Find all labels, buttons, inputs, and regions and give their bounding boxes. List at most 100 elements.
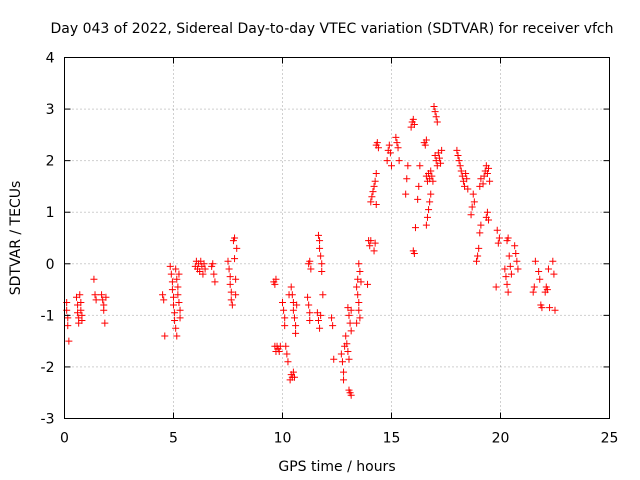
grid: [64, 57, 610, 419]
data-point: [343, 340, 351, 348]
data-point: [470, 198, 478, 206]
data-point: [374, 144, 382, 152]
data-point: [200, 260, 208, 268]
data-point: [330, 355, 338, 363]
data-point: [342, 332, 350, 340]
data-point: [513, 257, 521, 265]
x-tick-label: 20: [492, 431, 510, 447]
data-point: [402, 190, 410, 198]
data-point: [492, 283, 500, 291]
data-point: [369, 188, 377, 196]
data-point: [174, 283, 182, 291]
data-point: [477, 221, 485, 229]
data-point: [227, 288, 235, 296]
data-point: [232, 291, 240, 299]
data-point: [529, 288, 537, 296]
data-point: [453, 146, 461, 154]
data-point: [290, 373, 298, 381]
data-point: [172, 265, 180, 273]
data-point: [346, 319, 354, 327]
data-point: [288, 291, 296, 299]
data-point: [485, 164, 493, 172]
data-points: [63, 102, 559, 399]
data-point: [371, 239, 379, 247]
data-point: [467, 211, 475, 219]
data-point: [462, 170, 470, 178]
data-point: [168, 278, 176, 286]
data-point: [280, 306, 288, 314]
data-point: [64, 322, 72, 330]
data-point: [304, 293, 312, 301]
data-point: [426, 198, 434, 206]
data-point: [168, 286, 176, 294]
data-point: [287, 283, 295, 291]
data-point: [173, 275, 181, 283]
y-tick-label: 4: [46, 51, 55, 67]
data-point: [226, 280, 234, 288]
data-point: [438, 146, 446, 154]
data-point: [392, 133, 400, 141]
data-point: [289, 306, 297, 314]
data-point: [340, 368, 348, 376]
data-point: [77, 298, 85, 306]
data-point: [493, 226, 501, 234]
data-point: [421, 141, 429, 149]
data-point: [550, 270, 558, 278]
data-point: [469, 190, 477, 198]
data-point: [176, 306, 184, 314]
data-point: [170, 301, 177, 309]
data-point: [77, 306, 85, 314]
data-point: [283, 350, 291, 358]
data-point: [368, 193, 376, 201]
data-point: [476, 229, 484, 237]
data-point: [281, 314, 289, 322]
data-point: [383, 157, 391, 165]
data-point: [92, 296, 100, 304]
data-point: [307, 265, 315, 273]
data-point: [503, 280, 511, 288]
data-point: [231, 255, 239, 263]
data-point: [373, 139, 381, 147]
data-point: [211, 278, 219, 286]
data-point: [464, 185, 472, 193]
data-point: [232, 275, 240, 283]
data-point: [65, 337, 73, 345]
data-point: [340, 376, 348, 384]
data-point: [284, 358, 292, 366]
data-point: [422, 221, 430, 229]
data-point: [306, 309, 314, 317]
data-point: [536, 275, 544, 283]
x-tick-label: 0: [60, 431, 69, 447]
data-point: [456, 162, 464, 170]
data-point: [370, 182, 378, 190]
data-point: [161, 332, 169, 340]
data-point: [415, 182, 423, 190]
data-point: [233, 244, 241, 252]
y-axis-label: SDTVAR / TECUs: [8, 181, 24, 296]
data-point: [171, 317, 179, 325]
data-point: [431, 108, 439, 116]
data-point: [344, 347, 352, 355]
data-point: [366, 242, 374, 250]
y-tick-label: -1: [41, 308, 55, 324]
y-tick-label: -3: [41, 412, 55, 428]
data-point: [167, 270, 175, 278]
data-point: [429, 177, 437, 185]
data-point: [507, 270, 515, 278]
data-point: [372, 200, 380, 208]
data-point: [530, 283, 538, 291]
data-point: [290, 314, 298, 322]
data-point: [275, 347, 283, 355]
x-tick-label: 15: [383, 431, 401, 447]
data-point: [226, 273, 234, 281]
data-point: [435, 154, 443, 162]
data-point: [475, 244, 483, 252]
data-point: [411, 224, 419, 232]
data-point: [354, 291, 362, 299]
data-point: [175, 298, 183, 306]
data-point: [511, 242, 519, 250]
data-point: [171, 309, 179, 317]
data-point: [512, 249, 520, 257]
axes: 0 5 10 15 20 25 -3 -2 -1 0 1 2 3 4: [41, 51, 619, 447]
data-point: [385, 141, 393, 149]
